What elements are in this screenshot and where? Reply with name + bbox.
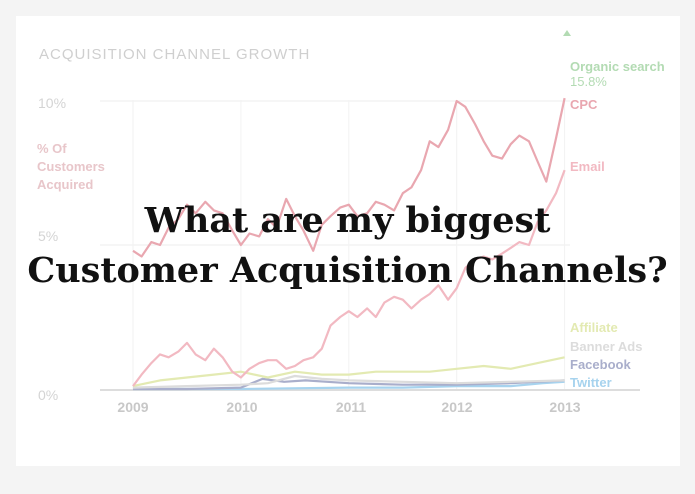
legend-organic-search: Organic search 15.8% — [570, 44, 665, 104]
organic-search-offscale-arrow-icon — [563, 30, 571, 36]
legend-organic-search-value: 15.8% — [570, 74, 607, 89]
y-tick-label-0: 0% — [38, 387, 59, 403]
y-tick-label-5: 5% — [38, 228, 59, 244]
legend-facebook: Facebook — [570, 357, 631, 372]
legend-banner-ads: Banner Ads — [570, 339, 643, 354]
series-line-twitter — [133, 380, 565, 391]
legend-affiliate: Affiliate — [570, 320, 618, 335]
overlay-line-2: Customer Acquisition Channels? — [27, 250, 668, 291]
y-tick-label-10: 10% — [38, 95, 67, 111]
x-tick-label-2011: 2011 — [335, 399, 367, 415]
chart-title: ACQUISITION CHANNEL GROWTH — [39, 46, 311, 63]
question-overlay: What are my biggest Customer Acquisition… — [0, 196, 695, 296]
x-tick-label-2012: 2012 — [441, 399, 473, 415]
y-axis-label: % Of Customers Acquired — [37, 141, 105, 192]
series-line-email — [132, 169, 566, 387]
series-line-affiliate — [132, 356, 565, 388]
x-tick-label-2010: 2010 — [226, 399, 258, 415]
legend-email: Email — [570, 159, 605, 174]
x-tick-label-2013: 2013 — [549, 399, 581, 415]
legend-twitter: Twitter — [570, 375, 612, 390]
series-line-banner-ads — [132, 374, 565, 389]
x-tick-label-2009: 2009 — [117, 399, 149, 415]
series-line-facebook — [133, 377, 565, 391]
overlay-line-1: What are my biggest — [144, 200, 551, 241]
legend-cpc: CPC — [570, 97, 598, 112]
legend-organic-search-label: Organic search — [570, 59, 665, 74]
series-line-cpc — [132, 97, 566, 258]
